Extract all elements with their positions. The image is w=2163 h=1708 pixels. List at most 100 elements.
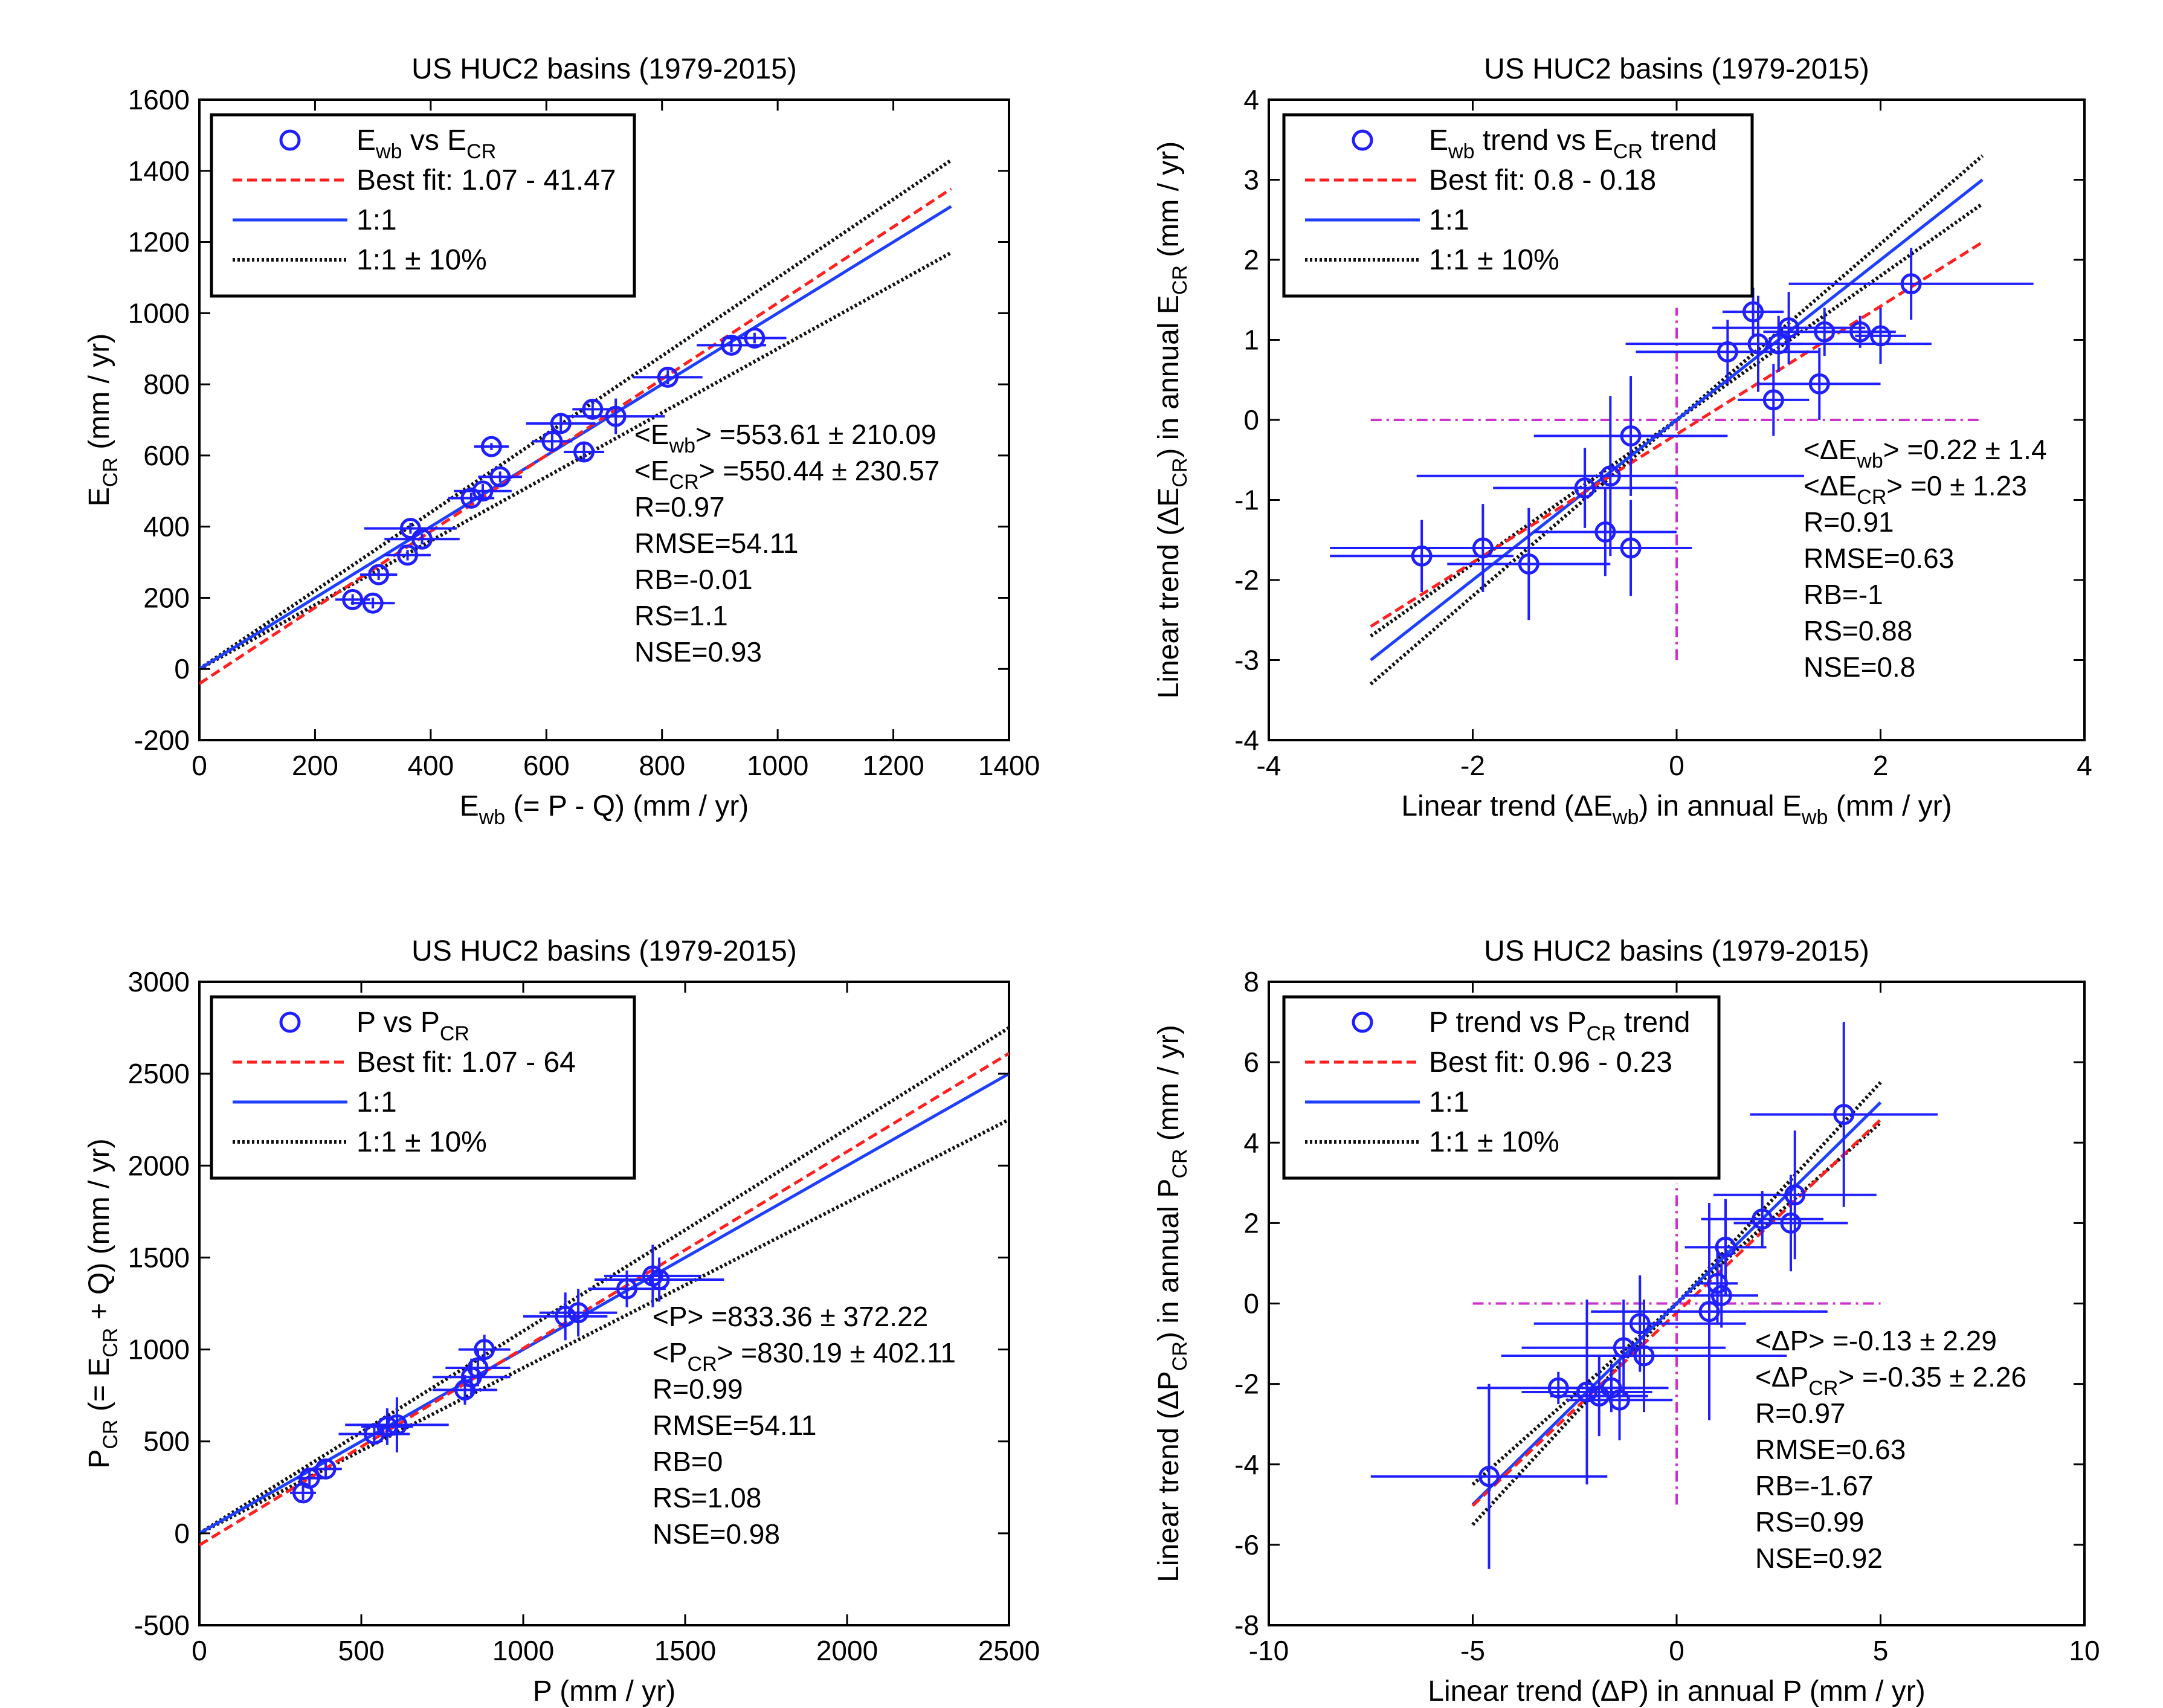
- statistics-block: <Ewb> =553.61 ± 210.09<ECR> =550.44 ± 23…: [634, 419, 940, 668]
- chart-title: US HUC2 basins (1979-2015): [1484, 53, 1869, 85]
- legend-item-best-fit: Best fit: 0.96 - 0.23: [1305, 1046, 1672, 1078]
- y-tick-label: 200: [143, 582, 190, 613]
- data-marker: [744, 327, 766, 349]
- chart-panel-ewb-trend-vs-ecr-trend: -4 -2 0 2 4 -4 -3 -2 -1 0 1 2 3 4 US HUC2 basins (1979…: [1153, 53, 2092, 829]
- legend-item-ten-percent: 1:1 ± 10%: [233, 1126, 487, 1158]
- chart-title: US HUC2 basins (1979-2015): [411, 53, 797, 85]
- y-tick-label: 8: [1243, 966, 1259, 997]
- legend-label: 1:1 ± 10%: [1429, 244, 1559, 276]
- data-marker: [648, 1269, 670, 1291]
- data-marker: [411, 528, 433, 550]
- legend-label: 1:1 ± 10%: [356, 244, 487, 276]
- x-tick-label: 10: [2069, 1635, 2100, 1666]
- one-to-one-line: [199, 1072, 1009, 1535]
- legend-item-ten-percent: 1:1 ± 10%: [1305, 244, 1559, 276]
- y-axis-label: PCR (= ECR + Q) (mm / yr): [83, 1138, 122, 1468]
- legend-label: 1:1 ± 10%: [1429, 1126, 1559, 1158]
- legend-label: P vs PCR: [356, 1007, 469, 1045]
- x-axis-label: Linear trend (ΔEwb) in annual Ewb (mm / …: [1401, 790, 1952, 829]
- data-point: [478, 466, 523, 488]
- one-to-one-line: [1471, 1101, 1882, 1506]
- data-marker: [721, 334, 743, 356]
- data-marker: [386, 1414, 408, 1436]
- data-marker: [1620, 425, 1642, 446]
- statistics-block: <ΔP> =-0.13 ± 2.29 <ΔPCR> =-0.35 ± 2.26R=…: [1755, 1325, 2026, 1574]
- y-tick-label: 1000: [128, 1334, 190, 1365]
- data-marker: [1710, 1284, 1732, 1306]
- data-point: [1684, 1199, 1767, 1296]
- data-point: [1684, 1263, 1758, 1328]
- data-marker: [573, 441, 595, 463]
- statistics-block: <P> =833.36 ± 372.22 <PCR> =830.19 ± 402.…: [653, 1301, 956, 1550]
- legend-label: 1:1: [1429, 204, 1469, 236]
- data-point: [345, 1397, 449, 1452]
- legend-label: Best fit: 0.8 - 0.18: [1429, 164, 1656, 196]
- data-marker: [1780, 1212, 1802, 1234]
- data-point: [633, 366, 703, 388]
- data-point: [1591, 1203, 1828, 1420]
- best-fit-line: [199, 1052, 1009, 1547]
- x-tick-label: 2: [1873, 750, 1889, 781]
- data-point: [564, 441, 604, 463]
- x-tick-label: -2: [1460, 750, 1485, 781]
- data-marker: [467, 1357, 489, 1379]
- data-point: [454, 480, 512, 502]
- stat-line: RS=1.08: [653, 1482, 761, 1513]
- stat-line: R=0.99: [653, 1373, 743, 1405]
- stat-line: <ΔP> =-0.13 ± 2.29: [1755, 1325, 1997, 1356]
- x-tick-label: -4: [1257, 750, 1281, 781]
- data-marker: [1752, 1208, 1773, 1230]
- y-tick-label: 0: [1243, 1288, 1259, 1320]
- stat-line: RS=1.1: [634, 600, 728, 631]
- y-tick-label: 1500: [128, 1242, 190, 1273]
- legend-marker-icon: [279, 1011, 301, 1033]
- data-point: [572, 398, 613, 420]
- y-tick-label: 1: [1243, 324, 1259, 356]
- data-point: [309, 1458, 342, 1480]
- stat-line: R=0.91: [1804, 506, 1894, 538]
- stat-line: NSE=0.8: [1804, 651, 1915, 683]
- data-marker: [1762, 389, 1784, 411]
- x-tick-label: -10: [1249, 1635, 1289, 1666]
- x-tick-label: 0: [1669, 1635, 1684, 1666]
- legend-label: Best fit: 0.96 - 0.23: [1429, 1046, 1672, 1078]
- x-tick-label: 1000: [747, 750, 808, 781]
- y-tick-label: 4: [1243, 84, 1259, 115]
- x-axis-label: Ewb (= P - Q) (mm / yr): [460, 790, 749, 829]
- data-marker: [399, 518, 421, 540]
- x-tick-label: 5: [1873, 1635, 1889, 1666]
- legend-box: [1282, 113, 1754, 298]
- data-marker: [550, 413, 572, 434]
- y-tick-label: 2: [1243, 1207, 1259, 1239]
- y-tick-label: -4: [1234, 724, 1259, 756]
- legend-label: 1:1 ± 10%: [356, 1126, 487, 1158]
- data-marker: [472, 480, 494, 502]
- data-marker: [1849, 321, 1871, 343]
- stat-line: RB=-0.01: [634, 564, 753, 595]
- x-tick-label: 0: [192, 1635, 207, 1666]
- legend-label: Ewb vs ECR: [356, 124, 496, 163]
- legend-label: 1:1: [1429, 1086, 1469, 1118]
- x-tick-label: 2500: [978, 1635, 1040, 1666]
- x-tick-label: 600: [523, 750, 570, 781]
- chart-panel-p-vs-pcr: 0 500 1000 1500 2000 2500-5000500100015002000…: [83, 935, 1040, 1707]
- x-tick-label: 1400: [978, 750, 1040, 781]
- data-marker: [1784, 1184, 1806, 1206]
- data-marker: [1574, 477, 1596, 499]
- data-marker: [582, 398, 604, 420]
- data-marker: [1833, 1104, 1855, 1126]
- data-marker: [657, 366, 679, 388]
- legend-item-marker: P trend vs PCR trend: [1352, 1007, 1690, 1045]
- data-marker: [362, 592, 384, 614]
- legend-item-best-fit: Best fit: 1.07 - 41.47: [233, 164, 616, 196]
- data-point: [1416, 396, 1804, 556]
- stat-line: <P> =833.36 ± 372.22: [653, 1301, 928, 1332]
- y-tick-label: 500: [143, 1426, 190, 1457]
- data-point: [523, 1292, 608, 1341]
- data-point: [697, 334, 766, 356]
- data-point: [566, 398, 665, 434]
- stat-line: RS=0.99: [1755, 1506, 1864, 1538]
- data-marker: [1808, 373, 1830, 395]
- data-point: [458, 1335, 511, 1364]
